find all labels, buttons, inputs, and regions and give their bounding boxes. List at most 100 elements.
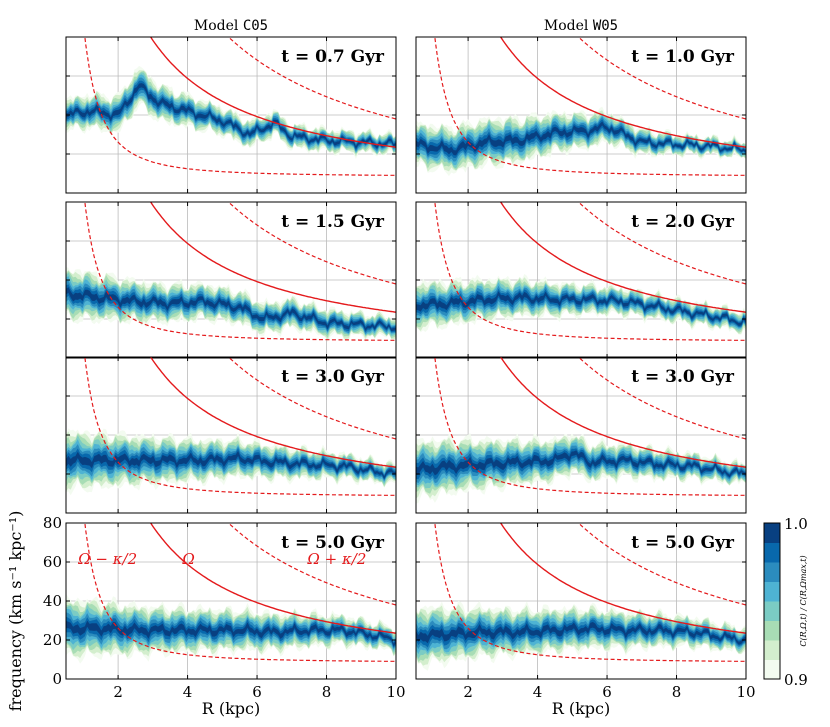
- density-level-7: [66, 83, 396, 149]
- density-level-7: [66, 287, 396, 332]
- colorbar-min-label: 0.9: [784, 671, 808, 689]
- resonance-curves: [84, 523, 396, 662]
- density-level-3: [416, 114, 746, 169]
- olr-curve: [227, 523, 396, 606]
- x-tick-label: 8: [322, 683, 332, 701]
- density-band: [416, 433, 746, 504]
- panel-ticks: [66, 523, 396, 679]
- x-tick-label: 6: [252, 683, 262, 701]
- omega-curve: [149, 202, 396, 313]
- density-band: [66, 593, 396, 664]
- colorbar-label: C(R,Ω,t) / C(R,Ωmax,t): [799, 555, 808, 646]
- density-level-3: [416, 439, 746, 489]
- omega-curve: [149, 523, 396, 634]
- y-tick-label: 60: [43, 553, 62, 571]
- olr-curve: [227, 357, 396, 440]
- axis-labels: R (kpc) R (kpc) frequency (km s⁻¹ kpc⁻¹): [6, 511, 610, 718]
- colorbar-level-1: [764, 640, 780, 660]
- olr-curve: [227, 202, 396, 285]
- omega-curve: [149, 37, 396, 148]
- panel-ticks: [416, 202, 746, 358]
- ilr-curve: [84, 37, 396, 176]
- density-level-5: [416, 116, 746, 162]
- panel-0-1: t = 1.5 Gyr: [65, 201, 397, 359]
- omega-curve: [499, 357, 746, 468]
- curve-annotations: Ω − κ/2 Ω Ω + κ/2: [77, 550, 366, 568]
- omega-curve: [149, 357, 396, 468]
- resonance-curves: [434, 523, 746, 662]
- x-tick-label: 4: [183, 683, 193, 701]
- time-label: t = 2.0 Gyr: [631, 212, 735, 232]
- colorbar-level-3: [764, 601, 780, 621]
- colorbar-level-7: [764, 523, 780, 543]
- x-tick-label: 10: [386, 683, 405, 701]
- ilr-curve: [434, 202, 746, 341]
- y-tick-label: 0: [52, 670, 62, 688]
- x-tick-label: 2: [463, 683, 473, 701]
- panel-1-2: t = 3.0 Gyr: [415, 356, 747, 514]
- ilr-curve: [84, 523, 396, 662]
- resonance-curves: [434, 202, 746, 341]
- density-level-7: [416, 450, 746, 478]
- colorbar-max-label: 1.0: [784, 515, 808, 533]
- olr-curve: [227, 37, 396, 120]
- column-titles: Model C05 Model W05: [194, 18, 618, 34]
- density-band: [416, 600, 746, 671]
- x-tick-label: 2: [113, 683, 123, 701]
- x-axis-label-left: R (kpc): [202, 699, 261, 718]
- density-level-7: [66, 620, 396, 647]
- panel-ticks: [416, 523, 746, 679]
- column-title-model: C05: [243, 18, 268, 34]
- panel-ticks: [416, 357, 746, 513]
- density-band: [66, 428, 396, 496]
- density-level-7: [416, 622, 746, 645]
- density-level-7: [66, 450, 396, 479]
- column-title-prefix: Model: [194, 18, 243, 34]
- olr-curve: [577, 37, 746, 120]
- panel-ticks: [66, 37, 396, 193]
- olr-curve: [577, 357, 746, 440]
- time-label: t = 3.0 Gyr: [631, 367, 735, 387]
- omega-annotation: Ω: [181, 550, 194, 568]
- olr-curve: [577, 523, 746, 606]
- density-band: [66, 65, 396, 159]
- panels-group: t = 0.7 Gyr t = 1.0 Gyr t = 1.5 Gyr t = 2.0…: [43, 36, 756, 701]
- column-title-model: W05: [593, 18, 618, 34]
- ilr-curve: [434, 37, 746, 176]
- olr-annotation: Ω + κ/2: [306, 550, 366, 568]
- ilr-curve: [434, 523, 746, 662]
- density-level-6: [66, 616, 396, 648]
- density-level-6: [66, 448, 396, 480]
- density-band: [66, 267, 396, 343]
- ilr-annotation: Ω − κ/2: [77, 550, 137, 568]
- colorbar-level-4: [764, 581, 780, 602]
- resonance-curves: [84, 357, 396, 496]
- density-level-6: [416, 119, 746, 158]
- y-axis-label: frequency (km s⁻¹ kpc⁻¹): [6, 511, 25, 712]
- x-axis-label-right: R (kpc): [552, 699, 611, 718]
- panel-1-0: t = 1.0 Gyr: [415, 36, 747, 194]
- time-label: t = 1.0 Gyr: [631, 47, 735, 67]
- ilr-curve: [84, 202, 396, 341]
- time-label: t = 5.0 Gyr: [281, 533, 385, 553]
- x-tick-label: 4: [533, 683, 543, 701]
- panel-0-3: t = 5.0 Gyr 2 4 6 8 10 0 20 40 60 80 Ω − κ/2 Ω Ω + κ/…: [43, 514, 406, 701]
- panel-1-1: t = 2.0 Gyr: [415, 201, 747, 359]
- panel-0-2: t = 3.0 Gyr: [65, 356, 397, 514]
- panel-0-0: t = 0.7 Gyr: [65, 36, 397, 194]
- omega-curve: [499, 202, 746, 313]
- density-band: [416, 274, 746, 335]
- resonance-curves: [84, 202, 396, 341]
- density-band: [416, 106, 746, 177]
- omega-curve: [499, 523, 746, 634]
- colorbar-frame: [763, 522, 781, 680]
- colorbar-level-5: [764, 562, 780, 582]
- column-title-prefix: Model: [544, 18, 593, 34]
- y-tick-label: 20: [43, 631, 62, 649]
- colorbar-level-6: [764, 542, 780, 563]
- colorbar-level-2: [764, 620, 780, 641]
- colorbar-level-0: [764, 659, 780, 680]
- density-level-2: [416, 112, 746, 171]
- x-tick-label: 10: [736, 683, 755, 701]
